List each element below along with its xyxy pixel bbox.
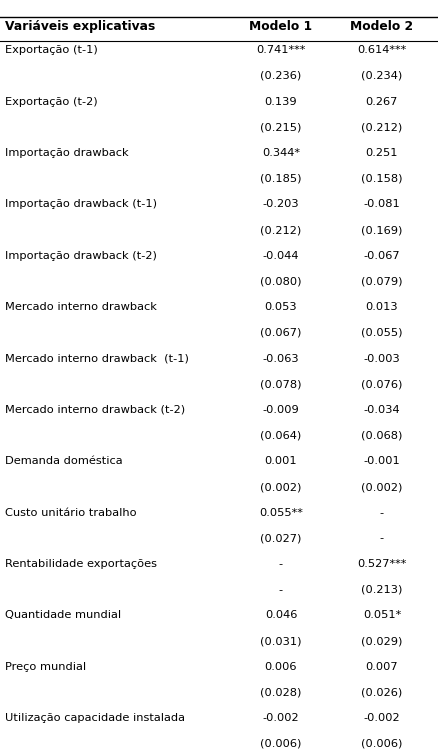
Text: 0.046: 0.046 — [264, 611, 297, 620]
Text: (0.079): (0.079) — [360, 276, 402, 286]
Text: 0.053: 0.053 — [264, 302, 297, 312]
Text: -0.203: -0.203 — [262, 199, 299, 210]
Text: (0.234): (0.234) — [360, 71, 402, 81]
Text: Custo unitário trabalho: Custo unitário trabalho — [5, 508, 137, 517]
Text: (0.076): (0.076) — [360, 379, 402, 389]
Text: Importação drawback (t-2): Importação drawback (t-2) — [5, 251, 157, 261]
Text: (0.029): (0.029) — [360, 636, 402, 646]
Text: 0.251: 0.251 — [365, 148, 397, 158]
Text: -0.003: -0.003 — [363, 354, 399, 363]
Text: Rentabilidade exportações: Rentabilidade exportações — [5, 559, 157, 569]
Text: (0.215): (0.215) — [260, 122, 301, 132]
Text: (0.055): (0.055) — [360, 328, 402, 338]
Text: (0.078): (0.078) — [260, 379, 301, 389]
Text: -: - — [278, 559, 283, 569]
Text: (0.185): (0.185) — [260, 173, 301, 184]
Text: (0.080): (0.080) — [260, 276, 301, 286]
Text: (0.028): (0.028) — [260, 688, 301, 698]
Text: Exportação (t-2): Exportação (t-2) — [5, 97, 98, 107]
Text: Mercado interno drawback: Mercado interno drawback — [5, 302, 157, 312]
Text: 0.527***: 0.527*** — [357, 559, 406, 569]
Text: -: - — [379, 508, 383, 517]
Text: 0.741***: 0.741*** — [256, 45, 305, 56]
Text: 0.614***: 0.614*** — [357, 45, 406, 56]
Text: (0.026): (0.026) — [360, 688, 402, 698]
Text: Modelo 1: Modelo 1 — [249, 20, 312, 32]
Text: -0.081: -0.081 — [363, 199, 399, 210]
Text: (0.212): (0.212) — [360, 122, 402, 132]
Text: 0.055**: 0.055** — [258, 508, 302, 517]
Text: Demanda doméstica: Demanda doméstica — [5, 457, 123, 466]
Text: 0.051*: 0.051* — [362, 611, 400, 620]
Text: -0.063: -0.063 — [262, 354, 299, 363]
Text: 0.139: 0.139 — [264, 97, 297, 107]
Text: (0.212): (0.212) — [260, 225, 301, 235]
Text: -0.044: -0.044 — [262, 251, 299, 261]
Text: -: - — [278, 585, 283, 595]
Text: Mercado interno drawback (t-2): Mercado interno drawback (t-2) — [5, 405, 185, 415]
Text: 0.013: 0.013 — [365, 302, 397, 312]
Text: (0.169): (0.169) — [360, 225, 402, 235]
Text: -0.001: -0.001 — [363, 457, 399, 466]
Text: -0.067: -0.067 — [363, 251, 399, 261]
Text: Quantidade mundial: Quantidade mundial — [5, 611, 121, 620]
Text: Variáveis explicativas: Variáveis explicativas — [5, 20, 155, 32]
Text: 0.001: 0.001 — [264, 457, 297, 466]
Text: 0.267: 0.267 — [365, 97, 397, 107]
Text: (0.158): (0.158) — [360, 173, 402, 184]
Text: (0.027): (0.027) — [260, 533, 301, 544]
Text: (0.031): (0.031) — [260, 636, 301, 646]
Text: Importação drawback (t-1): Importação drawback (t-1) — [5, 199, 157, 210]
Text: (0.006): (0.006) — [260, 739, 301, 749]
Text: (0.006): (0.006) — [360, 739, 402, 749]
Text: -0.002: -0.002 — [363, 713, 399, 723]
Text: (0.002): (0.002) — [360, 482, 402, 492]
Text: 0.007: 0.007 — [365, 662, 397, 672]
Text: -: - — [379, 533, 383, 544]
Text: (0.068): (0.068) — [360, 430, 402, 441]
Text: (0.002): (0.002) — [260, 482, 301, 492]
Text: 0.344*: 0.344* — [261, 148, 299, 158]
Text: 0.006: 0.006 — [264, 662, 297, 672]
Text: -0.009: -0.009 — [262, 405, 299, 415]
Text: (0.064): (0.064) — [260, 430, 301, 441]
Text: Exportação (t-1): Exportação (t-1) — [5, 45, 98, 56]
Text: -0.034: -0.034 — [363, 405, 399, 415]
Text: -0.002: -0.002 — [262, 713, 299, 723]
Text: Preço mundial: Preço mundial — [5, 662, 86, 672]
Text: Mercado interno drawback  (t-1): Mercado interno drawback (t-1) — [5, 354, 189, 363]
Text: (0.067): (0.067) — [260, 328, 301, 338]
Text: Importação drawback: Importação drawback — [5, 148, 129, 158]
Text: Modelo 2: Modelo 2 — [350, 20, 413, 32]
Text: Utilização capacidade instalada: Utilização capacidade instalada — [5, 713, 185, 723]
Text: (0.236): (0.236) — [260, 71, 301, 81]
Text: (0.213): (0.213) — [360, 585, 402, 595]
